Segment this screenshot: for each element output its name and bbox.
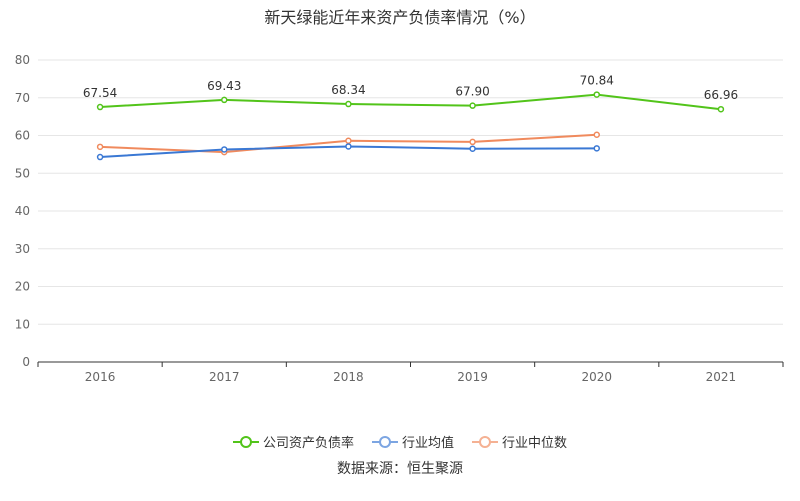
x-tick-label: 2021 — [706, 370, 737, 384]
axes: 0 10 20 30 40 50 60 70 80 2016 2017 2018 2019 2020 202… — [15, 53, 784, 384]
legend-item[interactable]: 行业均值 — [371, 432, 454, 451]
y-tick-label: 30 — [15, 242, 30, 256]
legend-swatch — [232, 435, 259, 449]
y-tick-label: 0 — [22, 355, 30, 369]
data-point — [469, 102, 476, 109]
y-tick-label: 80 — [15, 53, 30, 67]
data-label: 68.34 — [331, 83, 365, 97]
x-tick-label: 2016 — [85, 370, 116, 384]
data-label: 70.84 — [580, 74, 614, 88]
chart-title: 新天绿能近年来资产负债率情况（%） — [264, 8, 536, 27]
data-point — [96, 103, 104, 111]
y-tick-label: 50 — [15, 166, 30, 180]
data-point — [221, 96, 228, 104]
y-tick-label: 40 — [15, 204, 30, 218]
data-point — [593, 131, 600, 138]
data-point — [469, 145, 476, 152]
x-tick-label: 2017 — [209, 370, 240, 384]
data-point — [717, 105, 725, 113]
y-tick-label: 60 — [15, 129, 30, 143]
series-line — [100, 93, 722, 111]
data-label: 67.90 — [455, 85, 489, 99]
data-label: 66.96 — [704, 88, 738, 102]
legend-item[interactable]: 行业中位数 — [472, 432, 567, 451]
data-label: 69.43 — [207, 79, 241, 93]
legend-label: 行业中位数 — [502, 436, 568, 451]
y-tick-label: 70 — [15, 91, 30, 105]
data-label: 67.54 — [83, 86, 117, 100]
x-tick-label: 2018 — [333, 370, 364, 384]
data-point — [593, 145, 600, 152]
legend-swatch — [472, 435, 498, 449]
legend-label: 行业均值 — [401, 436, 454, 451]
data-labels: 67.54 69.43 68.34 67.90 70.84 66.96 — [83, 74, 738, 103]
data-point — [221, 146, 228, 153]
y-tick-label: 10 — [15, 317, 30, 331]
y-tick-label: 20 — [15, 280, 30, 294]
x-tick-label: 2019 — [457, 370, 488, 384]
legend-item[interactable]: 公司资产负债率 — [232, 432, 354, 451]
legend: 公司资产负债率 行业均值 行业中位数 — [0, 432, 800, 451]
series-lines — [96, 91, 725, 161]
data-point — [345, 100, 352, 108]
data-point — [96, 153, 104, 161]
source-note: 数据来源：恒生聚源 — [337, 461, 463, 477]
series-0 — [96, 91, 725, 113]
data-point — [96, 143, 104, 151]
data-point — [593, 91, 600, 98]
data-point — [469, 138, 476, 146]
data-point — [345, 143, 352, 150]
data-point — [345, 137, 352, 145]
legend-label: 公司资产负债率 — [262, 436, 354, 451]
x-tick-label: 2020 — [581, 370, 612, 384]
series-1 — [96, 143, 600, 161]
legend-swatch — [371, 435, 398, 449]
grid-lines — [38, 59, 783, 325]
